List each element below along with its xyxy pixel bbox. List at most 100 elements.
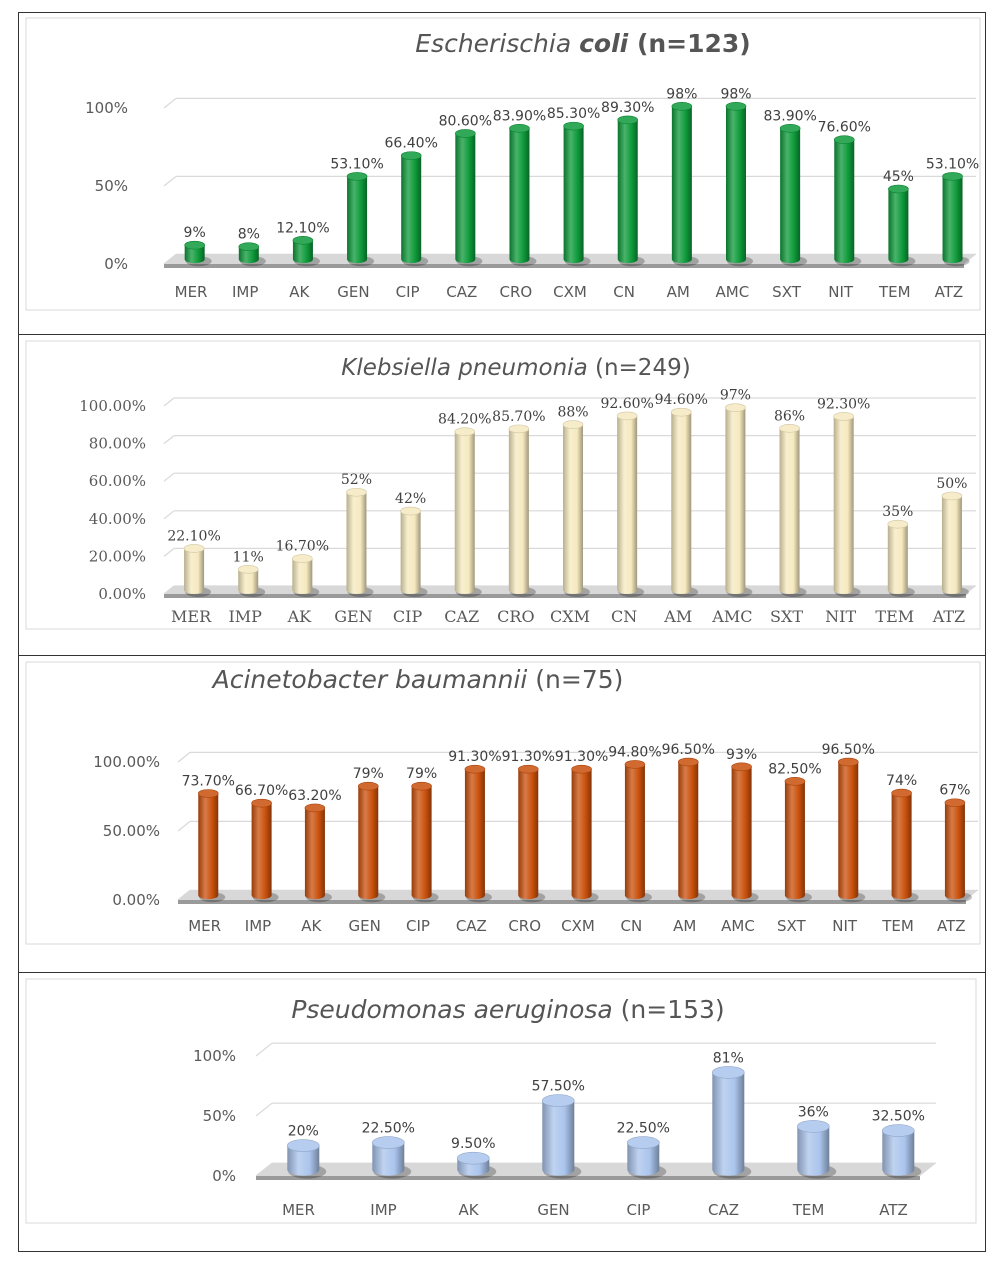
x-tick-label: AMC [721, 917, 755, 935]
pseudomonas-chart: Pseudomonas aeruginosa (n=153) 0% 50% 100% 2… [25, 978, 977, 1224]
y-tick-label: 50% [203, 1107, 236, 1125]
data-label: 97% [720, 388, 751, 404]
data-label: 91.30% [502, 749, 555, 765]
x-tick-label: SXT [772, 283, 802, 301]
data-label: 98% [720, 86, 751, 102]
chart-area-border [25, 661, 981, 945]
x-tick-label: CRO [500, 283, 533, 301]
data-label: 50% [936, 476, 967, 492]
bar-top [357, 781, 379, 791]
gridline-side [163, 97, 177, 109]
bar-top [796, 1120, 830, 1133]
x-tick-label: IMP [370, 1201, 396, 1219]
bar-top [346, 487, 367, 497]
bar [287, 1145, 320, 1176]
data-label: 96.50% [662, 742, 715, 758]
y-tick-label: 60.00% [89, 472, 146, 490]
y-tick-label: 0.00% [98, 585, 146, 603]
data-label: 22.50% [617, 1121, 670, 1137]
data-label: 16.70% [276, 539, 329, 555]
x-tick-label: CAZ [456, 917, 487, 935]
gridline-side [177, 751, 191, 763]
data-label: 63.20% [288, 788, 341, 804]
x-tick-label: IMP [232, 283, 258, 301]
data-label: 82.50% [768, 761, 821, 777]
y-tick-label: 100% [85, 99, 128, 117]
bar [678, 762, 699, 900]
bar-top [833, 412, 854, 421]
bar [455, 133, 476, 264]
data-label: 32.50% [872, 1109, 925, 1125]
bar-top [411, 781, 432, 791]
panel-divider [18, 655, 986, 656]
chart-area-border [25, 17, 981, 311]
bar [671, 412, 692, 594]
x-tick-label: MER [175, 283, 208, 301]
data-label: 67% [939, 783, 970, 799]
x-tick-label: CRO [497, 607, 534, 626]
bar-top [400, 506, 421, 516]
bar-top [837, 757, 859, 767]
bar [251, 803, 272, 900]
bar [184, 548, 205, 594]
chart-title-part: (n=123) [628, 29, 751, 58]
x-tick-label: AK [301, 917, 322, 935]
x-tick-label: MER [171, 607, 212, 626]
chart-title-part: Klebsiella pneumonia [341, 355, 587, 381]
x-tick-label: NIT [828, 283, 854, 301]
bar-top [346, 172, 368, 181]
data-label: 83.90% [763, 108, 816, 124]
bar [401, 155, 422, 264]
bar [942, 176, 963, 264]
gridline-side [177, 820, 191, 832]
data-label: 94.60% [655, 392, 708, 408]
x-tick-label: CIP [406, 917, 430, 935]
x-tick-label: CN [613, 283, 635, 301]
bar [542, 1100, 575, 1176]
bar [712, 1072, 745, 1176]
x-tick-label: ATZ [937, 917, 966, 935]
chart-title-part: Escherischia [415, 29, 579, 58]
data-label: 12.10% [276, 220, 329, 236]
y-tick-label: 80.00% [89, 435, 146, 453]
data-label: 53.10% [926, 156, 979, 172]
data-label: 45% [883, 169, 914, 185]
data-label: 80.60% [439, 113, 492, 129]
bar [941, 496, 962, 594]
x-tick-label: MER [282, 1201, 315, 1219]
bar [358, 786, 379, 900]
gridline-side [255, 1042, 273, 1057]
y-tick-label: 50.00% [103, 822, 160, 840]
x-tick-label: GEN [349, 917, 381, 935]
bar-top [677, 757, 699, 767]
bar-top [509, 124, 530, 133]
bar-top [292, 236, 314, 245]
data-label: 85.70% [492, 409, 545, 425]
y-tick-label: 100.00% [79, 397, 146, 415]
data-label: 91.30% [555, 749, 608, 765]
x-tick-label: TEM [875, 607, 914, 626]
data-label: 83.90% [493, 108, 546, 124]
bar-top [517, 764, 539, 774]
chart-floor-edge [256, 1176, 920, 1180]
bar [347, 176, 368, 264]
data-label: 9.50% [451, 1136, 495, 1152]
gridline-side [163, 175, 177, 187]
chart-area-border [25, 340, 981, 630]
x-tick-label: ATZ [879, 1201, 908, 1219]
bar-top [508, 424, 530, 434]
bar [797, 1126, 830, 1176]
bar [725, 407, 746, 594]
bar-top [251, 798, 272, 808]
bar-top [237, 565, 259, 574]
bar-top [731, 762, 752, 772]
gridline-side [255, 1102, 273, 1117]
chart-area-border [25, 978, 977, 1224]
bar-top [779, 424, 800, 433]
bar [571, 769, 592, 900]
x-tick-label: ATZ [935, 283, 964, 301]
bar-top [238, 242, 260, 252]
x-tick-label: CN [611, 607, 637, 626]
bar-top [184, 240, 205, 250]
data-label: 93% [726, 747, 757, 763]
